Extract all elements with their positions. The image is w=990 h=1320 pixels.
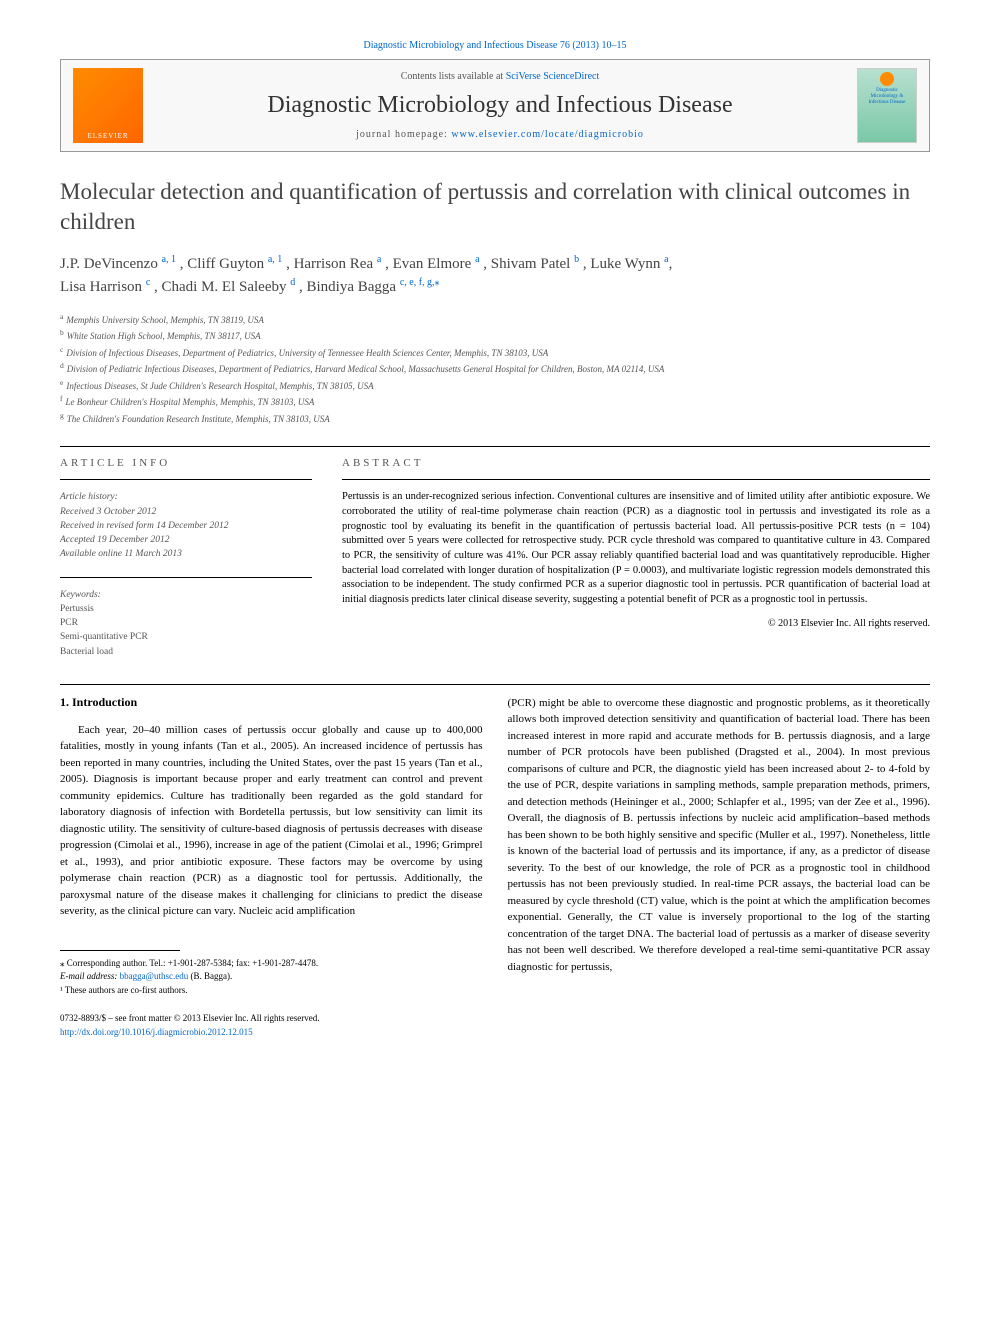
email-line: E-mail address: bbagga@uthsc.edu (B. Bag… [60, 970, 483, 984]
keyword-4: Bacterial load [60, 645, 312, 659]
cover-text-3: Infectious Disease [869, 100, 906, 106]
received-date: Received 3 October 2012 [60, 505, 312, 519]
corresponding-star[interactable]: ⁎ [435, 277, 440, 288]
author-8-aff[interactable]: d [290, 277, 295, 288]
body-divider [60, 684, 930, 685]
email-label: E-mail address: [60, 971, 120, 981]
contents-line: Contents lists available at SciVerse Sci… [163, 71, 837, 82]
header-center: Contents lists available at SciVerse Sci… [163, 71, 837, 140]
affiliation-d: dDivision of Pediatric Infectious Diseas… [60, 360, 930, 377]
author-7-aff[interactable]: c [146, 277, 150, 288]
journal-cover-thumbnail: Diagnostic Microbiology & Infectious Dis… [857, 68, 917, 143]
email-link[interactable]: bbagga@uthsc.edu [120, 971, 189, 981]
author-2-aff[interactable]: a, 1 [268, 254, 282, 265]
author-5: , Shivam Patel [483, 256, 574, 272]
corresponding-author-note: ⁎ Corresponding author. Tel.: +1-901-287… [60, 957, 483, 971]
issn-line: 0732-8893/$ – see front matter © 2013 El… [60, 1012, 483, 1026]
article-info-column: ARTICLE INFO Article history: Received 3… [60, 457, 312, 659]
article-history: Article history: Received 3 October 2012… [60, 490, 312, 561]
elsevier-logo-text: ELSEVIER [87, 132, 128, 140]
keyword-1: Pertussis [60, 602, 312, 616]
author-5-aff[interactable]: b [574, 254, 579, 265]
info-divider [60, 479, 312, 480]
body-right-column: (PCR) might be able to overcome these di… [508, 695, 931, 1040]
abstract-heading: ABSTRACT [342, 457, 930, 469]
keywords-divider [60, 577, 312, 578]
affiliation-a: aMemphis University School, Memphis, TN … [60, 311, 930, 328]
footer-notes: ⁎ Corresponding author. Tel.: +1-901-287… [60, 950, 483, 1040]
info-abstract-row: ARTICLE INFO Article history: Received 3… [60, 457, 930, 659]
author-6-aff[interactable]: a [664, 254, 668, 265]
keyword-3: Semi-quantitative PCR [60, 630, 312, 644]
contents-prefix: Contents lists available at [401, 71, 506, 82]
abstract-column: ABSTRACT Pertussis is an under-recognize… [342, 457, 930, 659]
footer-divider [60, 950, 180, 951]
affiliation-e: eInfectious Diseases, St Jude Children's… [60, 377, 930, 394]
author-9: , Bindiya Bagga [299, 279, 400, 295]
affiliation-b: bWhite Station High School, Memphis, TN … [60, 327, 930, 344]
homepage-line: journal homepage: www.elsevier.com/locat… [163, 129, 837, 140]
article-info-heading: ARTICLE INFO [60, 457, 312, 469]
affiliation-f: fLe Bonheur Children's Hospital Memphis,… [60, 393, 930, 410]
elsevier-logo: ELSEVIER [73, 68, 143, 143]
author-list: J.P. DeVincenzo a, 1 , Cliff Guyton a, 1… [60, 252, 930, 299]
intro-para-left: Each year, 20–40 million cases of pertus… [60, 722, 483, 920]
intro-heading: 1. Introduction [60, 695, 483, 710]
history-label: Article history: [60, 490, 312, 504]
author-8: , Chadi M. El Saleeby [154, 279, 290, 295]
keywords-label: Keywords: [60, 588, 312, 602]
keywords: Keywords: Pertussis PCR Semi-quantitativ… [60, 588, 312, 659]
affiliation-g: gThe Children's Foundation Research Inst… [60, 410, 930, 427]
revised-date: Received in revised form 14 December 201… [60, 519, 312, 533]
abstract-divider [342, 479, 930, 480]
journal-header: ELSEVIER Contents lists available at Sci… [60, 59, 930, 152]
abstract-copyright: © 2013 Elsevier Inc. All rights reserved… [342, 618, 930, 629]
author-1: J.P. DeVincenzo [60, 256, 162, 272]
homepage-prefix: journal homepage: [356, 129, 451, 140]
cofirst-note: ¹ These authors are co-first authors. [60, 984, 483, 998]
journal-citation[interactable]: Diagnostic Microbiology and Infectious D… [60, 40, 930, 51]
author-3-aff[interactable]: a [377, 254, 381, 265]
body-left-column: 1. Introduction Each year, 20–40 million… [60, 695, 483, 1040]
author-4: , Evan Elmore [385, 256, 475, 272]
accepted-date: Accepted 19 December 2012 [60, 533, 312, 547]
affiliations: aMemphis University School, Memphis, TN … [60, 311, 930, 427]
keyword-2: PCR [60, 616, 312, 630]
affiliation-c: cDivision of Infectious Diseases, Depart… [60, 344, 930, 361]
abstract-text: Pertussis is an under-recognized serious… [342, 490, 930, 608]
article-title: Molecular detection and quantification o… [60, 177, 930, 237]
section-divider [60, 446, 930, 447]
author-7: Lisa Harrison [60, 279, 146, 295]
author-1-aff[interactable]: a, 1 [162, 254, 176, 265]
author-4-aff[interactable]: a [475, 254, 479, 265]
intro-para-right: (PCR) might be able to overcome these di… [508, 695, 931, 976]
body-columns: 1. Introduction Each year, 20–40 million… [60, 695, 930, 1040]
author-2: , Cliff Guyton [180, 256, 268, 272]
author-9-aff[interactable]: c, e, f, g, [400, 277, 435, 288]
footer-bottom: 0732-8893/$ – see front matter © 2013 El… [60, 1012, 483, 1039]
homepage-link[interactable]: www.elsevier.com/locate/diagmicrobio [451, 129, 644, 140]
cover-icon [880, 72, 894, 86]
author-6: , Luke Wynn [583, 256, 664, 272]
journal-name: Diagnostic Microbiology and Infectious D… [163, 92, 837, 119]
sciverse-link[interactable]: SciVerse ScienceDirect [506, 71, 600, 82]
email-suffix: (B. Bagga). [188, 971, 232, 981]
author-3: , Harrison Rea [286, 256, 377, 272]
online-date: Available online 11 March 2013 [60, 547, 312, 561]
doi-link[interactable]: http://dx.doi.org/10.1016/j.diagmicrobio… [60, 1027, 253, 1037]
